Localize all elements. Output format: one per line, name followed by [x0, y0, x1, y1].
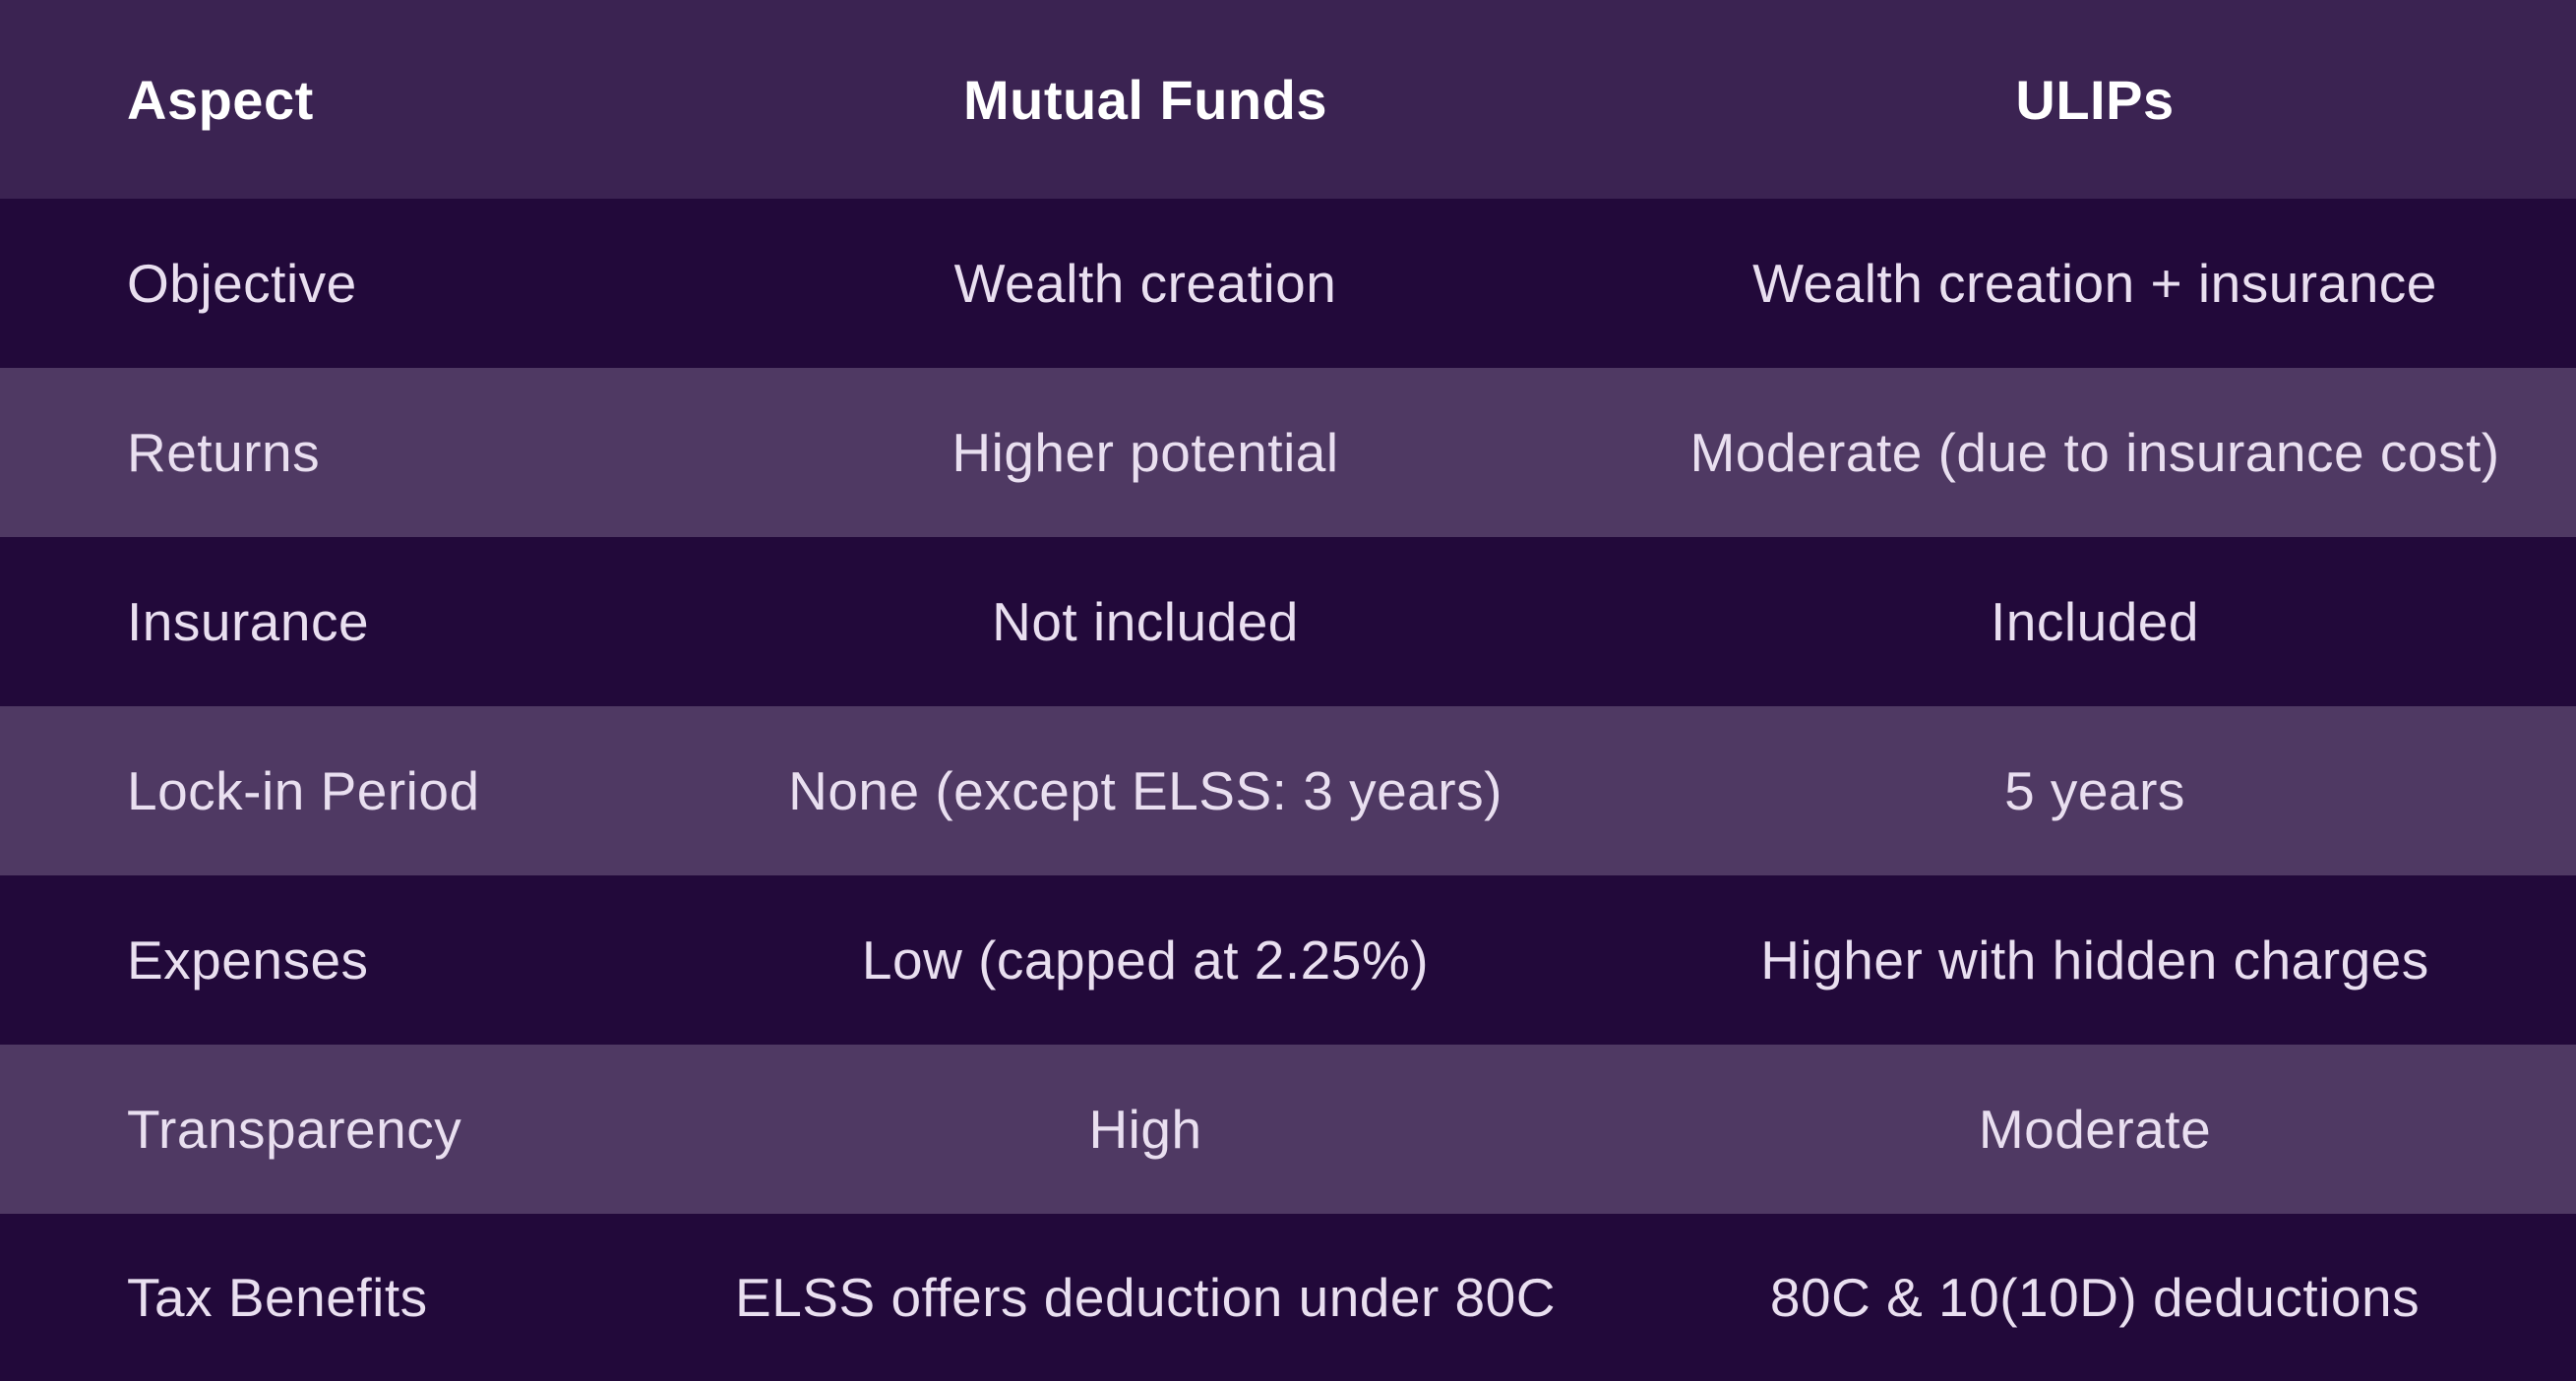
row-aspect: Returns — [127, 422, 321, 483]
row-aspect: Lock-in Period — [127, 760, 480, 821]
row-aspect: Objective — [127, 253, 357, 314]
table-row: Tax Benefits ELSS offers deduction under… — [0, 1214, 2576, 1381]
row-aspect: Expenses — [127, 930, 369, 991]
table-row: Lock-in Period None (except ELSS: 3 year… — [0, 706, 2576, 875]
header-ulips: ULIPs — [2015, 68, 2175, 131]
header-aspect: Aspect — [127, 68, 314, 131]
row-ulips: Moderate (due to insurance cost) — [1689, 422, 2500, 483]
row-ulips: 80C & 10(10D) deductions — [1769, 1267, 2421, 1328]
row-mutual-funds: Not included — [992, 591, 1299, 652]
row-aspect: Tax Benefits — [127, 1267, 428, 1328]
row-mutual-funds: High — [1088, 1099, 1202, 1160]
table-header-row: Aspect Mutual Funds ULIPs — [0, 0, 2576, 199]
row-mutual-funds: Low (capped at 2.25%) — [861, 930, 1430, 991]
row-aspect: Insurance — [127, 591, 370, 652]
row-mutual-funds: None (except ELSS: 3 years) — [788, 760, 1503, 821]
table-row: Insurance Not included Included — [0, 537, 2576, 706]
row-ulips: Moderate — [1978, 1099, 2212, 1160]
row-ulips: Wealth creation + insurance — [1752, 253, 2437, 314]
row-ulips: 5 years — [2004, 760, 2185, 821]
row-ulips: Higher with hidden charges — [1760, 930, 2429, 991]
row-mutual-funds: ELSS offers deduction under 80C — [735, 1267, 1556, 1328]
row-aspect: Transparency — [127, 1099, 462, 1160]
table-row: Expenses Low (capped at 2.25%) Higher wi… — [0, 875, 2576, 1045]
table-row: Transparency High Moderate — [0, 1045, 2576, 1214]
row-mutual-funds: Wealth creation — [953, 253, 1337, 314]
header-mutual-funds: Mutual Funds — [963, 68, 1327, 131]
row-mutual-funds: Higher potential — [951, 422, 1339, 483]
row-ulips: Included — [1991, 591, 2199, 652]
table-row: Returns Higher potential Moderate (due t… — [0, 368, 2576, 537]
table-row: Objective Wealth creation Wealth creatio… — [0, 199, 2576, 368]
